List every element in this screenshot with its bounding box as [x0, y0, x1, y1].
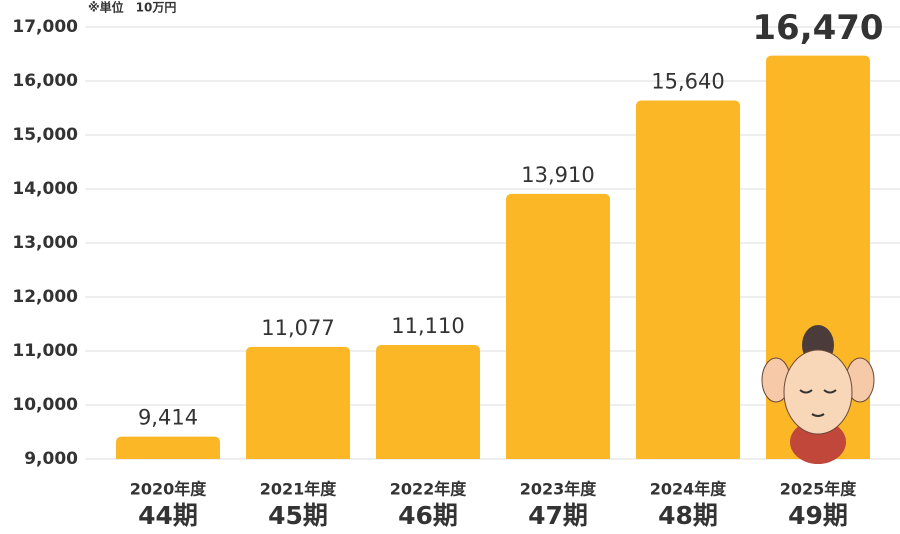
- y-tick-label: 16,000: [12, 71, 78, 91]
- period-label: 49期: [788, 501, 848, 530]
- bar: [766, 55, 870, 460]
- x-tick-label: 2022年度: [390, 480, 468, 499]
- bar: [246, 346, 350, 459]
- bar: [116, 436, 220, 459]
- period-label: 47期: [528, 501, 588, 530]
- mascot-face: [783, 349, 853, 435]
- value-label: 9,414: [138, 406, 198, 430]
- mascot-eye: [799, 389, 837, 394]
- period-label: 45期: [268, 501, 328, 530]
- mascot-body: [790, 420, 846, 464]
- y-tick-label: 14,000: [12, 179, 78, 199]
- y-tick-label: 10,000: [12, 395, 78, 415]
- y-tick-label: 11,000: [12, 341, 78, 361]
- x-tick-label: 2020年度: [130, 480, 208, 499]
- value-label: 15,640: [651, 69, 724, 93]
- x-tick-label: 2024年度: [650, 480, 728, 499]
- value-label: 13,910: [521, 163, 594, 187]
- x-tick-label: 2021年度: [260, 480, 338, 499]
- y-tick-label: 13,000: [12, 233, 78, 253]
- x-tick-label: 2025年度: [780, 480, 858, 499]
- x-tick-label: 2023年度: [520, 480, 598, 499]
- value-label: 11,110: [391, 314, 464, 338]
- value-label: 16,470: [752, 8, 883, 48]
- y-tick-label: 12,000: [12, 287, 78, 307]
- y-tick-label: 15,000: [12, 125, 78, 145]
- y-tick-label: 9,000: [24, 449, 78, 469]
- bar: [376, 345, 480, 459]
- y-tick-label: 17,000: [12, 17, 78, 37]
- period-label: 48期: [658, 501, 718, 530]
- value-label: 11,077: [261, 316, 334, 340]
- bar: [506, 193, 610, 460]
- mascot-mouth: [811, 413, 825, 417]
- period-label: 46期: [398, 501, 458, 530]
- unit-note: ※単位 10万円: [88, 0, 176, 15]
- mascot: [761, 325, 875, 464]
- period-label: 44期: [138, 501, 198, 530]
- bar: [636, 100, 740, 459]
